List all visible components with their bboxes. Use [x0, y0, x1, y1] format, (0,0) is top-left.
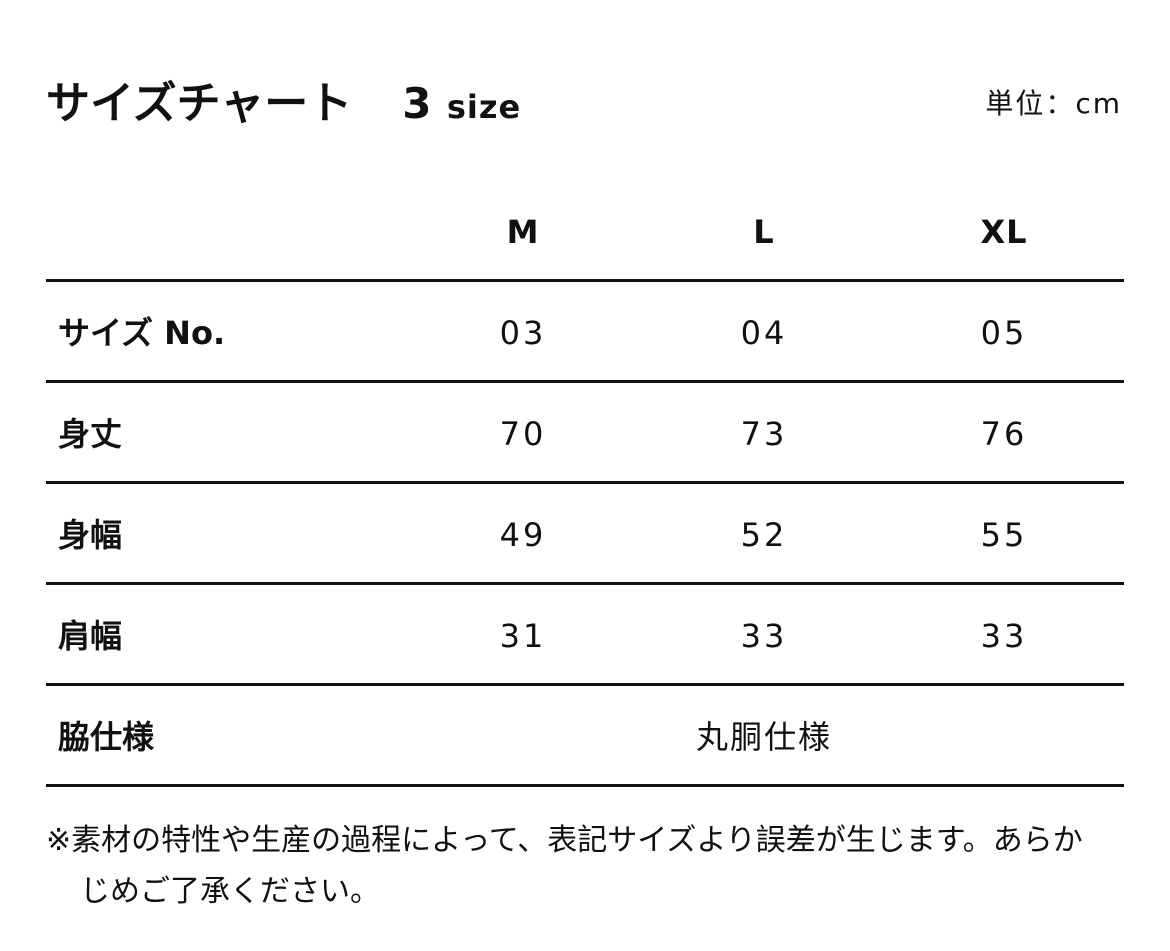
row-label: 身丈 — [58, 415, 123, 453]
page-title: サイズチャート 3 size — [46, 76, 521, 135]
row-label: サイズ No. — [58, 314, 226, 352]
table-cell: 31 — [499, 617, 547, 655]
table-cell: 70 — [499, 415, 547, 453]
table-cell: 04 — [740, 314, 788, 352]
row-label: 身幅 — [58, 516, 123, 554]
divider — [46, 582, 1124, 585]
table-cell: 52 — [740, 516, 788, 554]
size-count-number: 3 — [402, 79, 432, 128]
unit-label: 単位：cm — [985, 87, 1122, 120]
column-header-xl: XL — [980, 213, 1028, 251]
note-line-1: ※素材の特性や生産の過程によって、表記サイズより誤差が生じます。あらか — [46, 823, 1083, 858]
title-text: サイズチャート — [46, 78, 353, 129]
divider — [46, 784, 1124, 787]
row-label: 肩幅 — [58, 617, 123, 655]
table-cell-spanning: 丸胴仕様 — [695, 718, 832, 756]
divider — [46, 380, 1124, 383]
table-cell: 33 — [980, 617, 1028, 655]
table-cell: 33 — [740, 617, 788, 655]
column-header-l: L — [753, 213, 775, 251]
table-cell: 05 — [980, 314, 1028, 352]
note-line-2: じめご了承ください。 — [80, 874, 380, 909]
table-cell: 55 — [980, 516, 1028, 554]
divider — [46, 279, 1124, 282]
table-cell: 76 — [980, 415, 1028, 453]
divider — [46, 481, 1124, 484]
size-count: 3 size — [402, 78, 521, 129]
column-header-m: M — [506, 213, 540, 251]
table-cell: 73 — [740, 415, 788, 453]
row-label: 脇仕様 — [58, 718, 155, 756]
divider — [46, 683, 1124, 686]
disclaimer-note: ※素材の特性や生産の過程によって、表記サイズより誤差が生じます。あらか じめご了… — [46, 815, 1136, 917]
size-count-word: size — [446, 88, 522, 126]
table-cell: 49 — [499, 516, 547, 554]
table-cell: 03 — [499, 314, 547, 352]
